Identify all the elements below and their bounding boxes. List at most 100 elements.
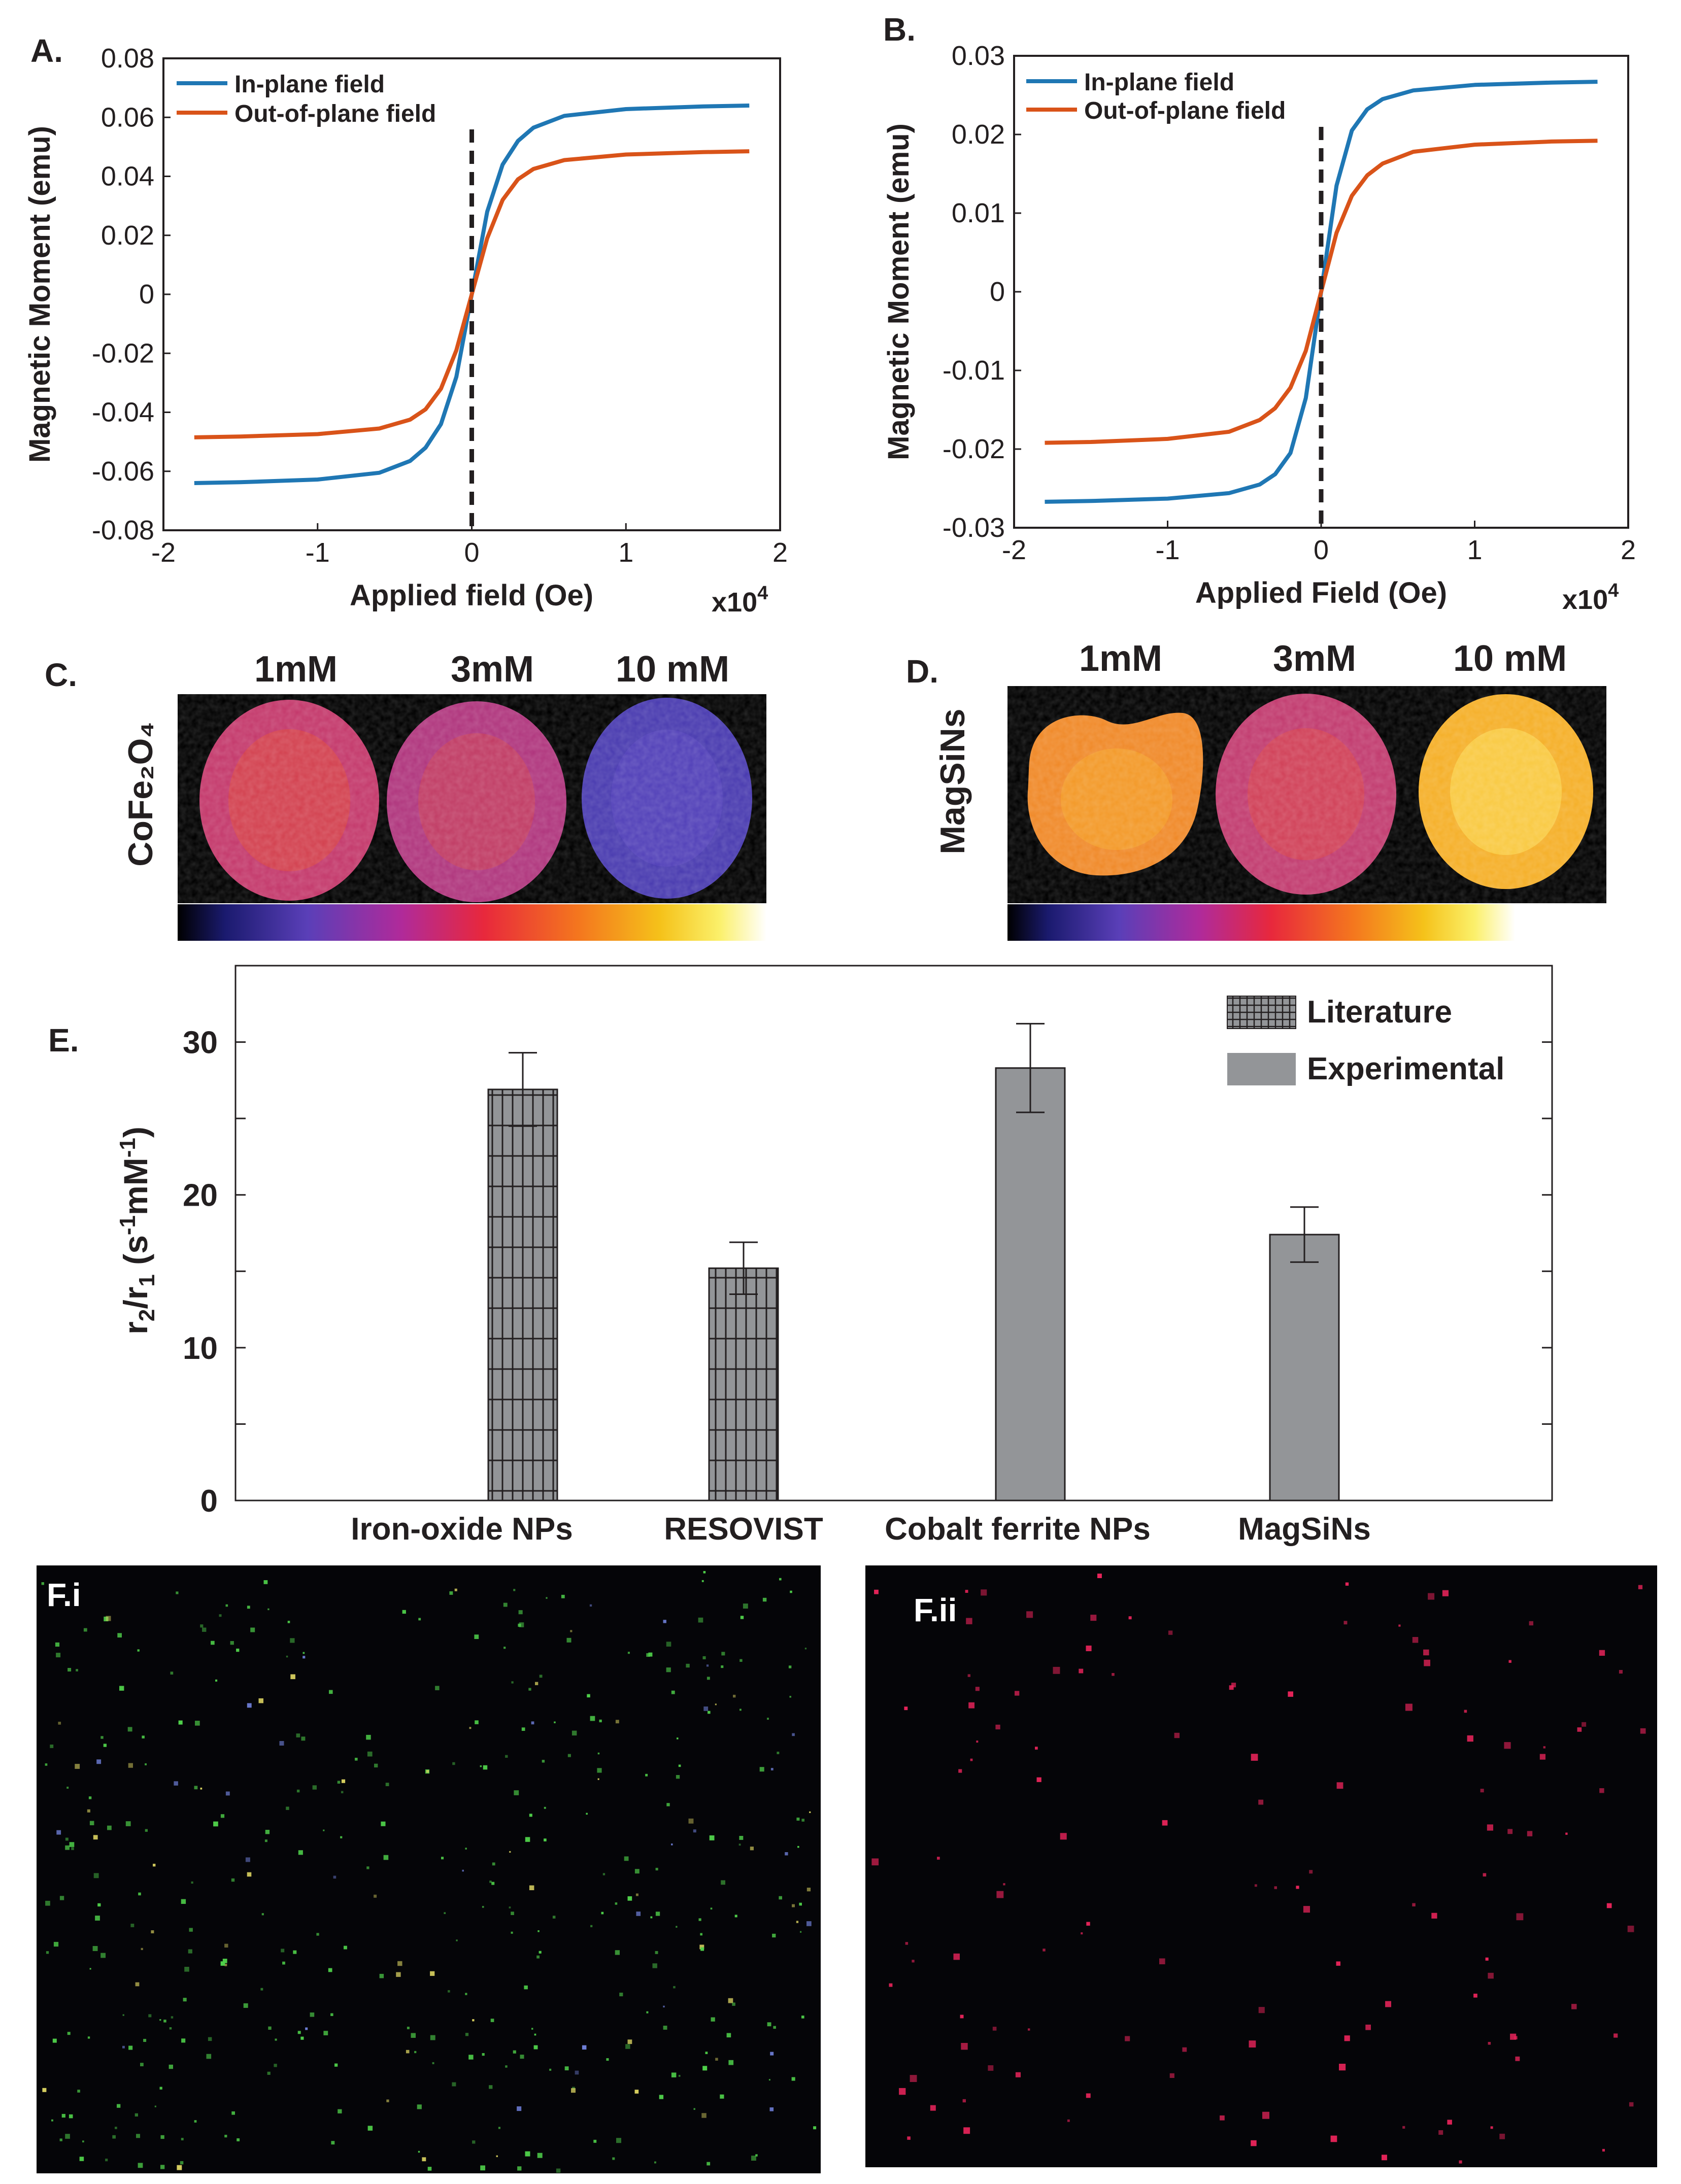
chart-b-y-tick-label: -0.02 [943, 434, 1005, 464]
fluorescence-spot [1015, 2072, 1021, 2077]
fluorescence-spot [590, 1925, 593, 1927]
fluorescence-spot [792, 1904, 795, 1907]
fluorescence-spot [981, 1589, 987, 1596]
fluorescence-spot [655, 1867, 658, 1870]
fluorescence-spot [634, 1869, 640, 1874]
fluorescence-spot [1627, 1925, 1634, 1932]
panel-c-row-label: CoFe₂O₄ [121, 722, 160, 867]
chart-e-bar [995, 1067, 1066, 1502]
fluorescence-spot [1431, 1913, 1437, 1919]
fluorescence-spot [1638, 1585, 1643, 1589]
fluorescence-spot [300, 2036, 304, 2040]
fluorescence-spot [587, 1694, 590, 1698]
chart-b-y-tick-label: -0.03 [943, 513, 1005, 543]
panel-fii-label: F.ii [914, 1592, 957, 1628]
fluorescence-spot [268, 2026, 272, 2030]
fluorescence-spot [937, 1857, 940, 1860]
fluorescence-spot [958, 1769, 962, 1773]
fluorescence-spot [561, 1594, 565, 1598]
fluorescence-spot [245, 1857, 250, 1862]
panel-fi-microscopy-image [37, 1565, 821, 2173]
panel-d-conc-3: 10 mM [1453, 638, 1567, 679]
fluorescence-spot [65, 1845, 70, 1850]
chart-e-y-label: r2/r1 (s-1mM-1) [115, 1127, 159, 1335]
fluorescence-spot [1274, 1886, 1277, 1889]
fluorescence-spot [654, 2161, 656, 2164]
fluorescence-spot [779, 1896, 782, 1900]
fluorescence-spot [539, 1951, 542, 1954]
fluorescence-spot [344, 1946, 347, 1950]
fluorescence-spot [1543, 1746, 1545, 1749]
fluorescence-spot [385, 1783, 389, 1786]
fluorescence-spot [715, 1703, 717, 1705]
chart-a-legend-in-plane: In-plane field [234, 71, 385, 98]
fluorescence-spot [1487, 1824, 1493, 1831]
fluorescence-spot [1577, 1727, 1582, 1732]
fluorescence-spot [962, 2099, 966, 2103]
fluorescence-spot [1365, 2024, 1371, 2030]
fluorescence-spot [475, 1720, 479, 1724]
fluorescence-spot [806, 1888, 811, 1892]
fluorescence-spot [456, 1939, 458, 1941]
fluorescence-spot [1447, 2120, 1452, 2125]
fluorescence-spot [1026, 1611, 1033, 1618]
fluorescence-spot [537, 1930, 540, 1932]
fluorescence-spot [1251, 1754, 1258, 1761]
fluorescence-spot [772, 1933, 776, 1938]
fluorescence-spot [402, 1610, 406, 1614]
fluorescence-spot [655, 1951, 658, 1954]
fluorescence-spot [615, 1950, 620, 1955]
fluorescence-spot [290, 1674, 295, 1680]
fluorescence-spot [160, 2135, 164, 2139]
fluorescence-spot [739, 1659, 743, 1662]
fluorescence-spot [45, 1763, 48, 1766]
fluorescence-spot [1003, 1883, 1005, 1886]
fluorescence-spot [243, 2003, 248, 2008]
fluorescence-spot [312, 1785, 317, 1790]
fluorescence-spot [274, 2064, 277, 2067]
fluorescence-spot [773, 2026, 776, 2029]
fluorescence-spot [323, 1829, 325, 1831]
fluorescence-spot [759, 1767, 764, 1772]
fluorescence-spot [525, 1837, 530, 1842]
fluorescence-spot [105, 2159, 108, 2162]
fluorescence-spot [511, 1931, 513, 1934]
fluorescence-spot [1015, 1691, 1020, 1696]
fluorescence-spot [770, 1768, 774, 1770]
panel-b-label: B. [883, 11, 916, 48]
fluorescence-spot [106, 1616, 111, 1621]
fluorescence-spot [1467, 1735, 1473, 1742]
fluorescence-spot [222, 1959, 227, 1963]
fluorescence-spot [703, 1707, 709, 1711]
fluorescence-spot [151, 1930, 154, 1933]
fluorescence-spot [1344, 2035, 1350, 2041]
fluorescence-spot [1343, 1621, 1348, 1625]
fluorescence-spot [1599, 1650, 1605, 1656]
fluorescence-spot [625, 2044, 630, 2049]
chart-a-x-label: Applied field (Oe) [350, 579, 593, 612]
fluorescence-spot [514, 1790, 519, 1795]
fluorescence-spot [1527, 1831, 1533, 1836]
fluorescence-spot [615, 1902, 618, 1905]
fluorescence-spot [328, 1968, 332, 1972]
fluorescence-spot [265, 1830, 270, 1834]
fluorescence-spot [790, 1590, 792, 1593]
fluorescence-spot [529, 1814, 532, 1817]
fluorescence-spot [331, 2141, 335, 2145]
fluorescence-spot [56, 1830, 61, 1835]
fluorescence-spot [171, 2016, 174, 2019]
fluorescence-spot [797, 1846, 799, 1848]
fluorescence-spot [970, 1758, 973, 1761]
fluorescence-spot [340, 1836, 343, 1838]
fluorescence-spot [1162, 1820, 1168, 1826]
chart-e-bar [708, 1267, 779, 1502]
panel-c-conc-3: 10 mM [616, 649, 729, 690]
fluorescence-spot [992, 2027, 997, 2031]
fluorescence-spot [46, 1951, 49, 1954]
fluorescence-spot [1412, 1903, 1416, 1906]
fluorescence-spot [202, 1627, 207, 1632]
fluorescence-spot [1043, 1949, 1046, 1952]
chart-a-x-multiplier: x104 [712, 583, 768, 618]
fluorescence-spot [181, 2138, 184, 2140]
fluorescence-spot [1288, 1691, 1293, 1697]
